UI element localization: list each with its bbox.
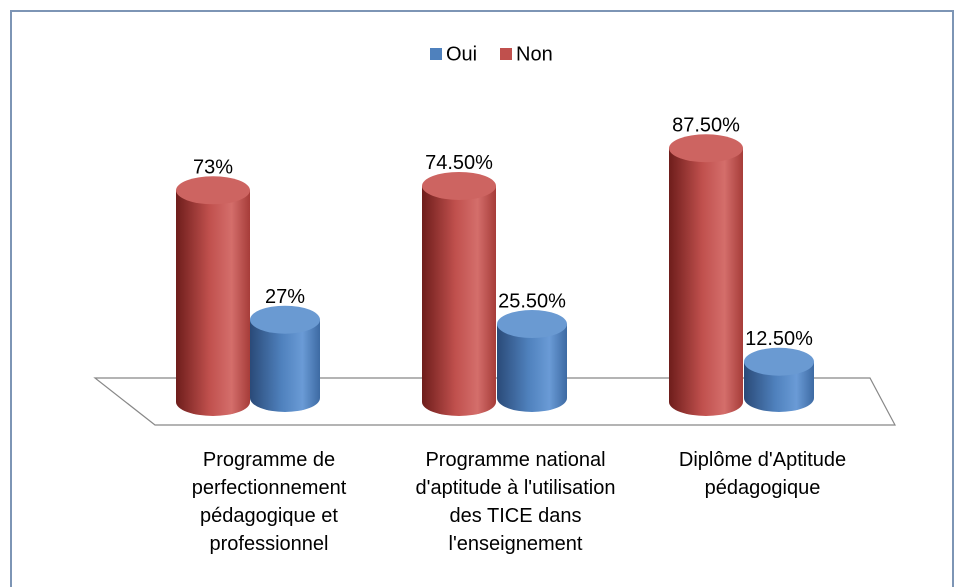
cylinder bbox=[176, 176, 250, 416]
legend-swatch bbox=[500, 48, 512, 60]
cylinder-top bbox=[250, 305, 320, 334]
category-label: Programme national d'aptitude à l'utilis… bbox=[415, 449, 616, 555]
data-label: 74.50% bbox=[425, 152, 493, 174]
cylinder-body bbox=[497, 324, 567, 412]
cylinder-top bbox=[176, 176, 250, 205]
legend-label: Non bbox=[516, 43, 553, 65]
data-label: 73% bbox=[193, 157, 233, 179]
cylinder-body bbox=[422, 185, 496, 416]
cylinder-top bbox=[422, 171, 496, 200]
data-label: 87.50% bbox=[672, 115, 740, 137]
cylinder-body bbox=[250, 319, 320, 412]
cylinder-body bbox=[176, 190, 250, 416]
data-label: 12.50% bbox=[745, 328, 813, 350]
category-label: Diplôme d'Aptitude pédagogique bbox=[678, 449, 847, 499]
category-label: Programme de perfectionnement pédagogiqu… bbox=[191, 449, 347, 555]
cylinder bbox=[497, 310, 567, 412]
cylinder bbox=[669, 134, 743, 416]
data-label: 27% bbox=[265, 286, 305, 308]
cylinder-top bbox=[744, 347, 814, 376]
cylinder bbox=[250, 305, 320, 412]
cylinder-body bbox=[669, 148, 743, 416]
data-label: 25.50% bbox=[498, 290, 566, 312]
legend-label: Oui bbox=[446, 43, 477, 65]
cylinder-body bbox=[744, 361, 814, 412]
cylinder-top bbox=[497, 310, 567, 339]
legend-swatch bbox=[430, 48, 442, 60]
cylinder bbox=[422, 171, 496, 416]
cylinder-top bbox=[669, 134, 743, 163]
cylinder bbox=[744, 347, 814, 412]
